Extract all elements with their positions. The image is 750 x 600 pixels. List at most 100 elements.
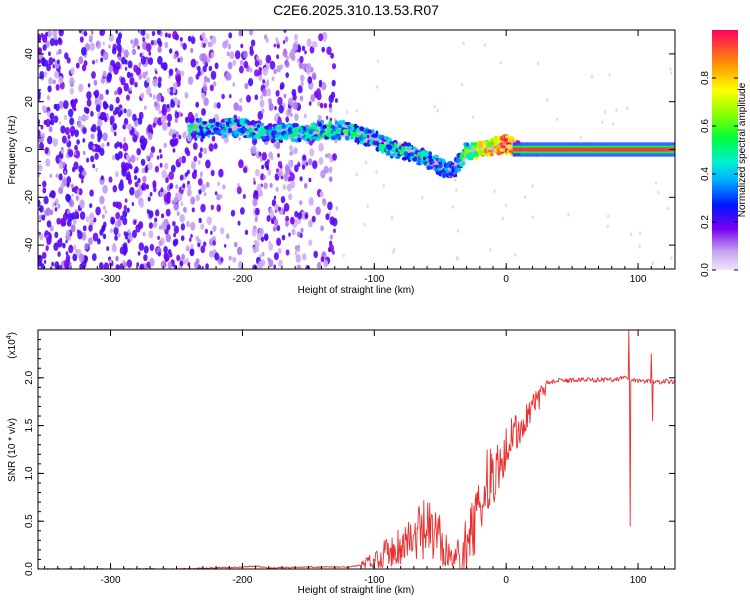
heatmap-noise-cell bbox=[274, 204, 279, 211]
heatmap-noise-cell bbox=[149, 243, 155, 252]
heatmap-noise-cell bbox=[266, 88, 271, 97]
heatmap-noise-cell bbox=[57, 203, 61, 209]
heatmap-noise-cell bbox=[78, 188, 83, 196]
heatmap-noise-cell bbox=[163, 246, 168, 254]
heatmap-signal-cell bbox=[318, 122, 323, 127]
heatmap-signal-cell bbox=[344, 121, 351, 126]
heatmap-noise-cell bbox=[179, 260, 184, 267]
heatmap-noise-cell bbox=[115, 264, 120, 269]
heatmap-noise-cell bbox=[292, 93, 297, 101]
heatmap-noise-cell bbox=[198, 217, 202, 224]
heatmap-noise-cell bbox=[288, 97, 294, 106]
heatmap-noise-cell bbox=[158, 225, 162, 230]
ytick-label: 1.0 bbox=[24, 466, 35, 480]
heatmap-signal-cell bbox=[366, 134, 370, 139]
heatmap-noise-cell bbox=[92, 60, 95, 65]
heatmap-noise-cell bbox=[195, 194, 200, 202]
heatmap-noise-cell bbox=[251, 228, 257, 237]
heatmap-noise-cell bbox=[117, 201, 122, 210]
heatmap-noise-cell bbox=[67, 212, 74, 222]
heatmap-noise-cell bbox=[228, 255, 232, 261]
snr-series-line bbox=[38, 330, 675, 569]
heatmap-noise-cell bbox=[51, 202, 56, 208]
colorbar-tick-label: 0.6 bbox=[700, 119, 711, 133]
heatmap-noise-cell bbox=[49, 173, 53, 178]
heatmap-noise-cell bbox=[62, 161, 66, 167]
heatmap-noise-cell bbox=[126, 207, 130, 213]
heatmap-noise-cell bbox=[38, 47, 43, 55]
heatmap-noise-cell bbox=[250, 39, 256, 47]
heatmap-signal-cell bbox=[486, 141, 493, 148]
heatmap-signal-cell bbox=[268, 123, 273, 128]
heatmap-noise-cell bbox=[178, 134, 182, 140]
heatmap-noise-cell bbox=[297, 85, 303, 94]
heatmap-noise-cell bbox=[227, 43, 232, 50]
heatmap-noise-cell bbox=[242, 194, 246, 199]
heatmap-noise-cell bbox=[320, 225, 324, 232]
heatmap-noise-cell bbox=[169, 139, 174, 146]
heatmap-noise-cell bbox=[220, 227, 225, 235]
heatmap-noise-cell bbox=[190, 161, 196, 170]
heatmap-noise-cell bbox=[240, 43, 244, 49]
heatmap-noise-cell bbox=[579, 135, 582, 140]
heatmap-signal-cell bbox=[266, 138, 270, 142]
heatmap-noise-cell bbox=[209, 250, 214, 258]
heatmap-noise-cell bbox=[280, 165, 283, 170]
heatmap-noise-cell bbox=[195, 235, 200, 242]
heatmap-signal-cell bbox=[189, 118, 194, 123]
heatmap-noise-cell bbox=[150, 146, 156, 154]
ytick-label: -20 bbox=[24, 190, 35, 205]
heatmap-noise-cell bbox=[255, 215, 258, 221]
snr-multiplier: (x104) bbox=[6, 332, 18, 359]
heatmap-noise-cell bbox=[205, 181, 210, 188]
heatmap-noise-cell bbox=[289, 172, 295, 182]
heatmap-noise-cell bbox=[327, 201, 333, 211]
heatmap-noise-cell bbox=[297, 244, 301, 249]
heatmap-signal-cell bbox=[227, 127, 233, 133]
heatmap-noise-cell bbox=[285, 55, 289, 61]
heatmap-noise-cell bbox=[167, 249, 172, 255]
heatmap-signal-cell bbox=[192, 124, 198, 130]
heatmap-signal-cell bbox=[445, 162, 450, 168]
heatmap-noise-cell bbox=[172, 239, 178, 247]
heatmap-noise-cell bbox=[276, 43, 280, 49]
heatmap-noise-cell bbox=[323, 259, 329, 268]
heatmap-noise-cell bbox=[42, 44, 47, 51]
heatmap-noise-cell bbox=[296, 264, 302, 269]
heatmap-noise-cell bbox=[203, 147, 208, 155]
heatmap-noise-cell bbox=[125, 154, 130, 161]
heatmap-noise-cell bbox=[85, 216, 90, 223]
heatmap-noise-cell bbox=[68, 244, 74, 254]
heatmap-noise-cell bbox=[96, 41, 99, 47]
heatmap-noise-cell bbox=[246, 94, 251, 103]
heatmap-noise-cell bbox=[227, 61, 233, 70]
heatmap-noise-cell bbox=[130, 154, 136, 163]
heatmap-noise-cell bbox=[180, 201, 184, 207]
heatmap-noise-cell bbox=[99, 93, 104, 101]
heatmap-noise-cell bbox=[243, 166, 248, 174]
heatmap-noise-cell bbox=[139, 263, 145, 269]
heatmap-noise-cell bbox=[601, 120, 604, 125]
heatmap-noise-cell bbox=[154, 165, 159, 173]
xtick-label: 0 bbox=[503, 274, 509, 285]
heatmap-noise-cell bbox=[327, 247, 331, 253]
heatmap-noise-cell bbox=[111, 154, 116, 161]
heatmap-noise-cell bbox=[163, 142, 167, 149]
heatmap-noise-cell bbox=[161, 221, 167, 231]
heatmap-noise-cell bbox=[124, 66, 128, 71]
heatmap-noise-cell bbox=[94, 152, 99, 160]
heatmap-noise-cell bbox=[159, 162, 163, 168]
heatmap-noise-cell bbox=[253, 190, 258, 196]
heatmap-noise-cell bbox=[297, 212, 303, 220]
heatmap-noise-cell bbox=[73, 161, 79, 170]
heatmap-noise-cell bbox=[186, 149, 191, 157]
heatmap-noise-cell bbox=[269, 60, 276, 70]
heatmap-noise-cell bbox=[102, 214, 105, 219]
heatmap-noise-cell bbox=[139, 138, 143, 144]
heatmap-signal-cell bbox=[221, 123, 226, 128]
heatmap-signal-cell bbox=[353, 131, 357, 136]
heatmap-noise-cell bbox=[285, 116, 290, 123]
heatmap-noise-cell bbox=[116, 141, 120, 148]
heatmap-noise-cell bbox=[182, 259, 186, 265]
